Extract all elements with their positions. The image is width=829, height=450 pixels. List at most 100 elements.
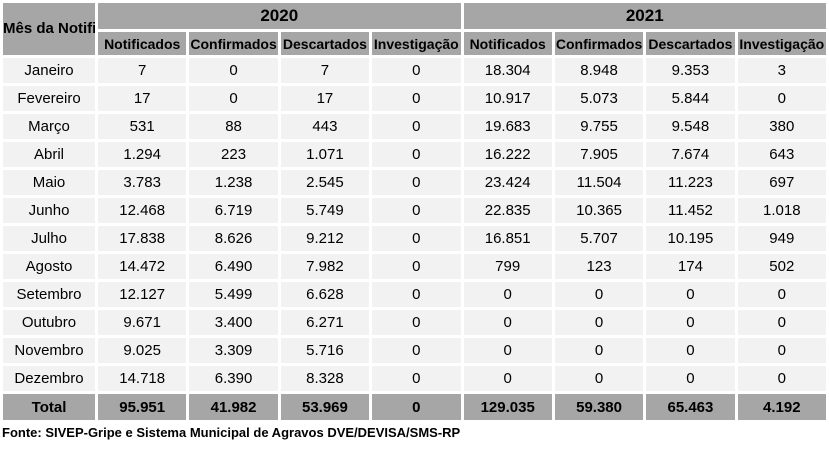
data-cell: 11.223 bbox=[646, 170, 735, 195]
column-header-2020-descartados: Descartados bbox=[280, 32, 370, 55]
total-label: Total bbox=[3, 394, 95, 420]
data-cell: 123 bbox=[554, 254, 644, 279]
data-cell: 7.982 bbox=[280, 254, 370, 279]
data-cell: 949 bbox=[737, 226, 826, 251]
table-row: Junho 12.468 6.719 5.749 0 22.835 10.365… bbox=[3, 198, 826, 223]
table-row: Dezembro 14.718 6.390 8.328 0 0 0 0 0 bbox=[3, 366, 826, 391]
data-cell: 16.222 bbox=[463, 142, 552, 167]
data-cell: 10.917 bbox=[463, 86, 552, 111]
data-cell: 6.719 bbox=[189, 198, 278, 223]
data-cell: 8.948 bbox=[554, 58, 644, 83]
month-cell: Junho bbox=[3, 198, 95, 223]
data-cell: 6.271 bbox=[280, 310, 370, 335]
table-row: Julho 17.838 8.626 9.212 0 16.851 5.707 … bbox=[3, 226, 826, 251]
total-cell: 65.463 bbox=[646, 394, 735, 420]
data-cell: 9.755 bbox=[554, 114, 644, 139]
data-cell: 7.905 bbox=[554, 142, 644, 167]
table-row: Janeiro 7 0 7 0 18.304 8.948 9.353 3 bbox=[3, 58, 826, 83]
data-cell: 0 bbox=[372, 86, 461, 111]
data-cell: 223 bbox=[189, 142, 278, 167]
data-cell: 0 bbox=[737, 366, 826, 391]
total-cell: 53.969 bbox=[280, 394, 370, 420]
total-row: Total 95.951 41.982 53.969 0 129.035 59.… bbox=[3, 394, 826, 420]
data-cell: 22.835 bbox=[463, 198, 552, 223]
table-row: Março 531 88 443 0 19.683 9.755 9.548 38… bbox=[3, 114, 826, 139]
data-cell: 0 bbox=[646, 366, 735, 391]
data-cell: 0 bbox=[463, 366, 552, 391]
year-header-row: Mês da Notificação 2020 2021 bbox=[3, 3, 826, 55]
data-cell: 1.018 bbox=[737, 198, 826, 223]
data-cell: 17 bbox=[280, 86, 370, 111]
data-cell: 174 bbox=[646, 254, 735, 279]
total-cell: 4.192 bbox=[737, 394, 826, 420]
source-note: Fonte: SIVEP-Gripe e Sistema Municipal d… bbox=[2, 425, 461, 440]
notification-table: Mês da Notificação 2020 2021 Notificados… bbox=[3, 3, 826, 420]
data-cell: 7 bbox=[280, 58, 370, 83]
data-cell: 5.707 bbox=[554, 226, 644, 251]
data-cell: 0 bbox=[646, 282, 735, 307]
data-cell: 19.683 bbox=[463, 114, 552, 139]
data-cell: 17.838 bbox=[98, 226, 187, 251]
data-cell: 1.238 bbox=[189, 170, 278, 195]
column-header-2021-investigacao: Investigação bbox=[737, 32, 826, 55]
data-cell: 0 bbox=[554, 338, 644, 363]
data-cell: 380 bbox=[737, 114, 826, 139]
data-cell: 0 bbox=[372, 114, 461, 139]
data-cell: 0 bbox=[646, 338, 735, 363]
data-cell: 6.390 bbox=[189, 366, 278, 391]
data-cell: 16.851 bbox=[463, 226, 552, 251]
month-cell: Setembro bbox=[3, 282, 95, 307]
month-cell: Maio bbox=[3, 170, 95, 195]
data-cell: 12.468 bbox=[98, 198, 187, 223]
data-cell: 0 bbox=[372, 198, 461, 223]
data-cell: 0 bbox=[646, 310, 735, 335]
column-header-2020-notificados: Notificados bbox=[98, 32, 187, 55]
data-cell: 643 bbox=[737, 142, 826, 167]
data-cell: 7.674 bbox=[646, 142, 735, 167]
month-cell: Abril bbox=[3, 142, 95, 167]
data-cell: 0 bbox=[372, 58, 461, 83]
month-cell: Janeiro bbox=[3, 58, 95, 83]
year-header-2021: 2021 bbox=[463, 3, 826, 29]
data-cell: 0 bbox=[372, 338, 461, 363]
month-cell: Agosto bbox=[3, 254, 95, 279]
data-cell: 3.400 bbox=[189, 310, 278, 335]
data-cell: 0 bbox=[463, 310, 552, 335]
data-cell: 14.718 bbox=[98, 366, 187, 391]
total-cell: 41.982 bbox=[189, 394, 278, 420]
data-cell: 2.545 bbox=[280, 170, 370, 195]
data-cell: 531 bbox=[98, 114, 187, 139]
data-cell: 6.490 bbox=[189, 254, 278, 279]
data-cell: 3.783 bbox=[98, 170, 187, 195]
column-header-2021-notificados: Notificados bbox=[463, 32, 552, 55]
data-cell: 23.424 bbox=[463, 170, 552, 195]
data-cell: 1.294 bbox=[98, 142, 187, 167]
data-cell: 11.452 bbox=[646, 198, 735, 223]
table-row: Abril 1.294 223 1.071 0 16.222 7.905 7.6… bbox=[3, 142, 826, 167]
data-cell: 9.671 bbox=[98, 310, 187, 335]
month-cell: Novembro bbox=[3, 338, 95, 363]
data-cell: 502 bbox=[737, 254, 826, 279]
data-cell: 0 bbox=[737, 338, 826, 363]
data-cell: 0 bbox=[463, 338, 552, 363]
data-cell: 8.328 bbox=[280, 366, 370, 391]
data-cell: 0 bbox=[554, 310, 644, 335]
data-cell: 443 bbox=[280, 114, 370, 139]
year-header-2020: 2020 bbox=[98, 3, 461, 29]
data-cell: 11.504 bbox=[554, 170, 644, 195]
table-row: Novembro 9.025 3.309 5.716 0 0 0 0 0 bbox=[3, 338, 826, 363]
total-cell: 59.380 bbox=[554, 394, 644, 420]
data-cell: 8.626 bbox=[189, 226, 278, 251]
data-cell: 9.353 bbox=[646, 58, 735, 83]
data-cell: 7 bbox=[98, 58, 187, 83]
data-cell: 0 bbox=[372, 170, 461, 195]
data-cell: 0 bbox=[737, 310, 826, 335]
month-cell: Outubro bbox=[3, 310, 95, 335]
data-cell: 0 bbox=[189, 86, 278, 111]
data-cell: 799 bbox=[463, 254, 552, 279]
data-cell: 0 bbox=[189, 58, 278, 83]
data-cell: 18.304 bbox=[463, 58, 552, 83]
data-cell: 9.025 bbox=[98, 338, 187, 363]
data-cell: 14.472 bbox=[98, 254, 187, 279]
table-row: Outubro 9.671 3.400 6.271 0 0 0 0 0 bbox=[3, 310, 826, 335]
